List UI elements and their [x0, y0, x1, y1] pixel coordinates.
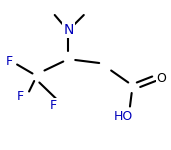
Text: HO: HO	[114, 111, 133, 123]
Text: N: N	[63, 23, 74, 37]
Text: F: F	[6, 55, 13, 68]
Text: F: F	[17, 90, 24, 103]
Text: F: F	[49, 99, 57, 112]
Text: O: O	[157, 72, 167, 85]
